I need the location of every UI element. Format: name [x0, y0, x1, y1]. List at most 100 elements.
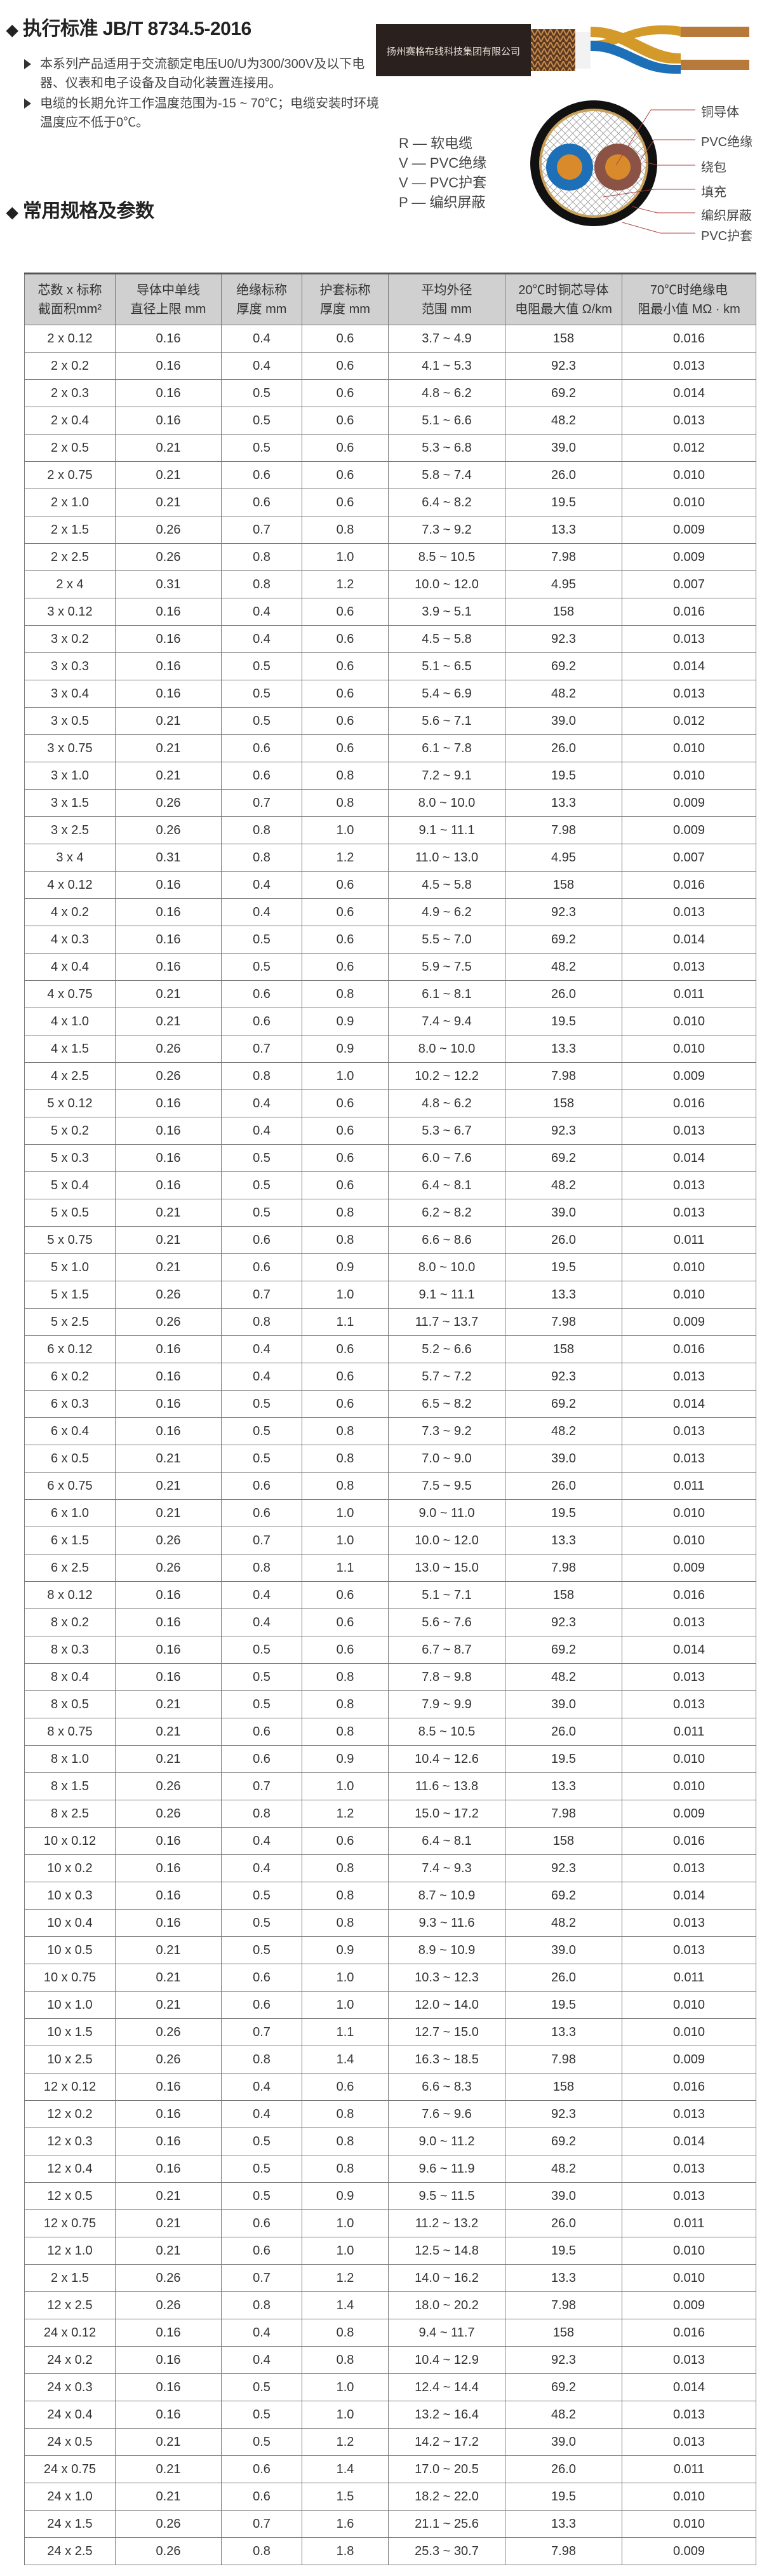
cell-conductor-resistance: 13.3 — [505, 2018, 622, 2046]
cell-conductor-resistance: 13.3 — [505, 1281, 622, 1309]
cell-cores-area: 2 x 0.4 — [24, 407, 116, 435]
cell-insulation-thickness: 0.6 — [221, 762, 302, 790]
cell-outer-diameter: 17.0 ~ 20.5 — [388, 2455, 505, 2483]
cell-wire-diameter: 0.21 — [115, 2455, 222, 2483]
cell-outer-diameter: 7.3 ~ 9.2 — [388, 1417, 505, 1445]
cell-sheath-thickness: 0.9 — [302, 1008, 389, 1035]
table-row: 5 x 1.0 0.21 0.6 0.9 8.0 ~ 10.0 19.5 0.010 — [24, 1253, 756, 1281]
cell-cores-area: 8 x 0.5 — [24, 1690, 116, 1718]
cell-outer-diameter: 4.5 ~ 5.8 — [388, 625, 505, 653]
cell-conductor-resistance: 26.0 — [505, 2455, 622, 2483]
cell-insulation-thickness: 0.6 — [221, 734, 302, 762]
cell-wire-diameter: 0.21 — [115, 434, 222, 462]
cell-insulation-thickness: 0.4 — [221, 1335, 302, 1363]
cell-conductor-resistance: 19.5 — [505, 2237, 622, 2265]
cell-insulation-resistance: 0.012 — [622, 434, 756, 462]
cell-cores-area: 2 x 0.3 — [24, 379, 116, 407]
cell-insulation-thickness: 0.5 — [221, 2373, 302, 2401]
cell-cores-area: 6 x 0.75 — [24, 1472, 116, 1500]
cell-sheath-thickness: 0.8 — [302, 516, 389, 544]
cell-outer-diameter: 7.0 ~ 9.0 — [388, 1445, 505, 1473]
cell-sheath-thickness: 1.6 — [302, 2510, 389, 2538]
table-row: 8 x 0.12 0.16 0.4 0.6 5.1 ~ 7.1 158 0.016 — [24, 1581, 756, 1609]
cell-sheath-thickness: 0.6 — [302, 1390, 389, 1418]
legend-item: V — PVC绝缘 — [399, 155, 487, 171]
cell-wire-diameter: 0.16 — [115, 1854, 222, 1882]
header-outer-diameter: 平均外径 范围 mm — [388, 273, 505, 325]
cell-sheath-thickness: 0.6 — [302, 489, 389, 516]
cell-conductor-resistance: 48.2 — [505, 1663, 622, 1691]
cell-outer-diameter: 10.0 ~ 12.0 — [388, 570, 505, 598]
cross-section-diagram — [530, 100, 695, 234]
cell-outer-diameter: 21.1 ~ 25.6 — [388, 2510, 505, 2538]
spec-table: 芯数 x 标称 截面积mm² 导体中单线 直径上限 mm 绝缘标称 厚度 mm 护套标… — [24, 273, 756, 2565]
cell-outer-diameter: 7.4 ~ 9.3 — [388, 1854, 505, 1882]
cell-outer-diameter: 9.5 ~ 11.5 — [388, 2182, 505, 2210]
cell-insulation-resistance: 0.010 — [622, 1991, 756, 2019]
cell-outer-diameter: 18.2 ~ 22.0 — [388, 2483, 505, 2511]
description-bullet: 本系列产品适用于交流额定电压U0/U为300/300V及以下电器、仪表和电子设备… — [24, 55, 380, 93]
cell-insulation-resistance: 0.013 — [622, 1608, 756, 1636]
cell-wire-diameter: 0.26 — [115, 1062, 222, 1090]
cell-insulation-thickness: 0.5 — [221, 1690, 302, 1718]
cell-sheath-thickness: 0.6 — [302, 1608, 389, 1636]
cell-insulation-resistance: 0.014 — [622, 652, 756, 680]
cell-outer-diameter: 9.0 ~ 11.0 — [388, 1499, 505, 1527]
cell-insulation-resistance: 0.010 — [622, 1772, 756, 1800]
cell-outer-diameter: 11.0 ~ 13.0 — [388, 844, 505, 872]
cell-cores-area: 6 x 1.0 — [24, 1499, 116, 1527]
cell-insulation-resistance: 0.010 — [622, 734, 756, 762]
cell-insulation-resistance: 0.013 — [622, 953, 756, 981]
bullet-text: 本系列产品适用于交流额定电压U0/U为300/300V及以下电器、仪表和电子设备… — [40, 57, 365, 90]
cell-insulation-thickness: 0.7 — [221, 1281, 302, 1309]
cell-outer-diameter: 4.1 ~ 5.3 — [388, 352, 505, 380]
table-row: 12 x 0.4 0.16 0.5 0.8 9.6 ~ 11.9 48.2 0.013 — [24, 2155, 756, 2183]
cell-insulation-resistance: 0.010 — [622, 1035, 756, 1063]
cell-sheath-thickness: 1.0 — [302, 1991, 389, 2019]
model-code-legend: R — 软电缆 V — PVC绝缘 V — PVC护套 P — 编织屏蔽 — [399, 133, 486, 212]
table-row: 8 x 0.3 0.16 0.5 0.6 6.7 ~ 8.7 69.2 0.014 — [24, 1636, 756, 1664]
label-pvc-insulation: PVC绝缘 — [701, 135, 753, 149]
cell-insulation-thickness: 0.4 — [221, 1089, 302, 1117]
cell-sheath-thickness: 0.8 — [302, 980, 389, 1008]
cell-sheath-thickness: 0.8 — [302, 1690, 389, 1718]
cell-sheath-thickness: 1.0 — [302, 1964, 389, 1992]
cell-cores-area: 8 x 1.5 — [24, 1772, 116, 1800]
cell-cores-area: 24 x 0.75 — [24, 2455, 116, 2483]
cell-wire-diameter: 0.26 — [115, 1308, 222, 1336]
cell-sheath-thickness: 0.8 — [302, 2155, 389, 2183]
cell-sheath-thickness: 1.2 — [302, 570, 389, 598]
cell-outer-diameter: 4.5 ~ 5.8 — [388, 871, 505, 899]
cell-sheath-thickness: 1.0 — [302, 1772, 389, 1800]
cell-outer-diameter: 5.2 ~ 6.6 — [388, 1335, 505, 1363]
cell-insulation-thickness: 0.5 — [221, 680, 302, 708]
cell-wire-diameter: 0.21 — [115, 1690, 222, 1718]
table-row: 5 x 0.5 0.21 0.5 0.8 6.2 ~ 8.2 39.0 0.013 — [24, 1199, 756, 1227]
cell-cores-area: 2 x 2.5 — [24, 543, 116, 571]
cell-cores-area: 4 x 1.0 — [24, 1008, 116, 1035]
cell-sheath-thickness: 0.8 — [302, 2319, 389, 2347]
cell-wire-diameter: 0.16 — [115, 1363, 222, 1391]
cell-cores-area: 10 x 0.75 — [24, 1964, 116, 1992]
cell-outer-diameter: 8.7 ~ 10.9 — [388, 1882, 505, 1910]
cell-insulation-resistance: 0.009 — [622, 1554, 756, 1582]
table-row: 10 x 0.75 0.21 0.6 1.0 10.3 ~ 12.3 26.0 0.011 — [24, 1964, 756, 1992]
cell-outer-diameter: 8.5 ~ 10.5 — [388, 1718, 505, 1746]
cell-cores-area: 4 x 1.5 — [24, 1035, 116, 1063]
cell-conductor-resistance: 92.3 — [505, 1363, 622, 1391]
cell-conductor-resistance: 158 — [505, 1827, 622, 1855]
cell-outer-diameter: 4.8 ~ 6.2 — [388, 379, 505, 407]
cell-insulation-thickness: 0.4 — [221, 898, 302, 926]
cell-sheath-thickness: 1.1 — [302, 1554, 389, 1582]
cell-insulation-thickness: 0.6 — [221, 1253, 302, 1281]
cell-conductor-resistance: 7.98 — [505, 1308, 622, 1336]
cell-wire-diameter: 0.16 — [115, 1663, 222, 1691]
cell-outer-diameter: 15.0 ~ 17.2 — [388, 1800, 505, 1828]
table-row: 12 x 0.12 0.16 0.4 0.6 6.6 ~ 8.3 158 0.016 — [24, 2073, 756, 2101]
cell-sheath-thickness: 0.6 — [302, 1581, 389, 1609]
cell-cores-area: 4 x 0.4 — [24, 953, 116, 981]
cell-cores-area: 10 x 0.2 — [24, 1854, 116, 1882]
cell-sheath-thickness: 1.0 — [302, 543, 389, 571]
cell-wire-diameter: 0.21 — [115, 1964, 222, 1992]
cell-wire-diameter: 0.31 — [115, 844, 222, 872]
